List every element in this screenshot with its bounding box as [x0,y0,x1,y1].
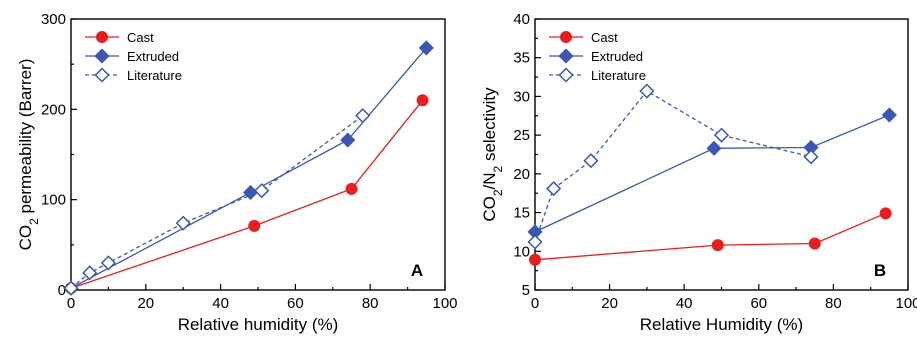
panel-b-point-extruded [706,140,722,156]
panel-a-label: A [411,261,423,280]
panel-b-point-literature [803,149,819,165]
panel-a-x-tick-label: 40 [212,295,229,312]
panel-a-x-tick-label: 100 [432,295,457,312]
panel-b-x-tick-label: 100 [895,295,917,312]
panel-a-y-tick-label: 0 [58,282,66,299]
panel-b-series-cast [529,207,892,266]
panel-a-series-literature [63,108,371,296]
panel-b-point-literature [713,127,730,143]
panel-a-legend-label-extruded: Extruded [127,49,179,64]
panel-a-x-axis-title: Relative humidity (%) [178,315,339,334]
panel-a-group: 0 20 40 60 80 100 0 100 200 300 Relative humidity … [16,11,458,334]
panel-b-x-tick-label: 0 [531,295,539,312]
panel-b-y-tick-label: 20 [513,166,530,183]
panel-a-line-cast [70,99,424,289]
panel-a-y-tick-label: 100 [41,192,66,209]
panel-b-point-cast [529,253,541,266]
panel-a-legend-marker-literature [94,67,110,83]
panel-b-y-tick-label: 10 [513,243,530,260]
panel-a-point-literature [355,108,371,124]
panel-b-legend-marker-extruded [558,48,574,64]
panel-a-legend-marker-cast [96,31,108,43]
panel-b-point-cast [808,237,821,250]
panel-a-x-tick-label: 0 [67,295,75,312]
panel-b-x-tick-label: 80 [825,295,842,312]
panel-b-series-literature [527,83,819,250]
panel-b-point-cast [711,239,724,252]
panel-a-point-literature [100,255,116,271]
panel-b-group: 0 20 40 60 80 100 5 10 15 20 25 30 35 40 Relative Humi… [480,11,917,334]
panel-a-point-extruded [418,40,434,56]
panel-a-point-cast [345,182,358,195]
panel-b-legend-marker-literature [558,67,574,83]
panel-b-legend: Cast Extruded Literature [549,30,646,83]
panel-a-line-literature [70,115,364,289]
panel-b-x-tick-label: 20 [601,295,618,312]
panel-b-y-tick-label: 35 [513,50,530,67]
panel-a-legend-marker-extruded [94,48,110,64]
panel-b-series-extruded [527,107,897,240]
panel-a-point-literature [63,280,79,296]
panel-a-y-axis-title: CO2 permeability (Barrer) [16,59,41,251]
panel-b-legend-label-cast: Cast [591,30,618,45]
panel-b-line-cast [534,212,886,261]
panel-a-point-literature [175,215,191,231]
panel-a-legend-label-literature: Literature [127,68,182,83]
panel-b-x-tick-label: 40 [676,295,693,312]
panel-b-y-tick-label: 15 [513,205,530,222]
panel-b-legend-label-literature: Literature [591,68,646,83]
panel-b-legend-label-extruded: Extruded [591,49,643,64]
panel-b-x-axis-title: Relative Humidity (%) [640,315,803,334]
panel-b-point-cast [879,207,892,220]
panel-b-point-literature [546,181,562,197]
panel-a-x-tick-label: 20 [137,295,154,312]
panel-b-y-axis-title: CO2/N2 selectivity [480,87,505,222]
panel-a-y-tick-label: 200 [41,101,66,118]
panel-a-x-tick-label: 80 [362,295,379,312]
panel-b-label: B [874,261,886,280]
panel-a-point-cast [416,94,429,107]
panel-a-point-extruded [340,132,356,148]
panel-b-y-tick-label: 25 [513,127,530,144]
panel-a-y-tick-label: 300 [41,11,66,28]
panel-b-point-extruded [881,107,897,123]
panel-a-point-literature [254,183,270,199]
panel-b-point-literature [639,83,655,99]
panel-b-x-tick-label: 60 [750,295,767,312]
panel-b-legend-marker-cast [560,31,572,43]
panel-b-y-tick-label: 40 [513,11,530,28]
panel-a-point-cast [248,219,261,232]
panel-b-line-extruded [534,114,890,233]
panel-a-x-tick-label: 60 [287,295,304,312]
panel-b-y-tick-label: 5 [522,282,530,299]
panel-a-line-extruded [70,47,427,289]
panel-a-legend: Cast Extruded Literature [85,30,182,83]
panel-a-point-literature [82,265,98,281]
panel-a-legend-label-cast: Cast [127,30,154,45]
panel-b-line-literature [534,90,812,243]
panel-b-y-tick-label: 30 [513,88,530,105]
panel-b-point-literature [527,234,543,250]
panel-b-point-literature [583,153,599,169]
